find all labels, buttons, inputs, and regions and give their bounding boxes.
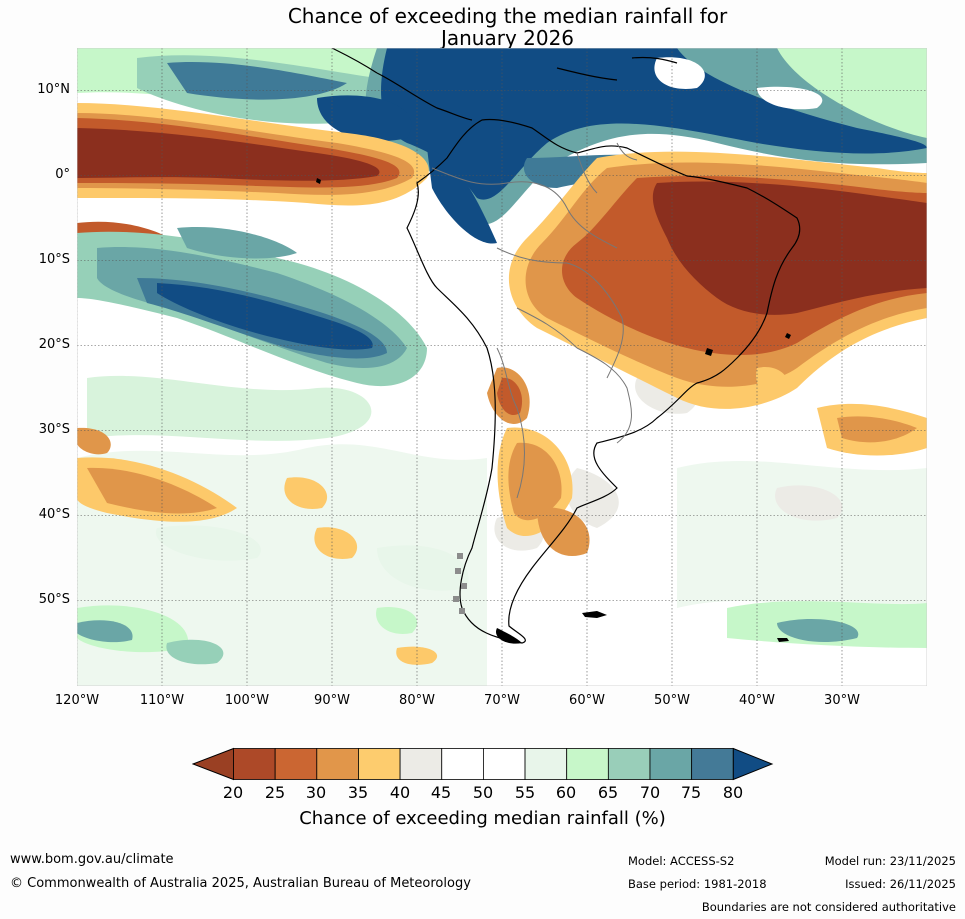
colorbar-tick: 80 [722, 783, 744, 802]
lon-label: 80°W [399, 693, 435, 708]
lat-label: 0° [55, 167, 70, 182]
rainfall-map [77, 48, 927, 686]
lat-label: 30°S [38, 422, 70, 437]
colorbar-tick: 35 [347, 783, 369, 802]
colorbar-segment [691, 748, 734, 780]
colorbar-tick: 60 [555, 783, 577, 802]
lon-label: 40°W [739, 693, 775, 708]
lat-label: 10°S [38, 252, 70, 267]
lon-label: 50°W [654, 693, 690, 708]
colorbar-segment [607, 748, 651, 780]
lon-label: 100°W [224, 693, 270, 708]
website-link[interactable]: www.bom.gov.au/climate [10, 852, 174, 867]
lat-label: 40°S [38, 507, 70, 522]
colorbar-extend-high [732, 747, 774, 781]
colorbar-segment [399, 748, 443, 780]
coastline [331, 48, 801, 644]
colorbar-segment [274, 748, 318, 780]
lon-label: 110°W [139, 693, 185, 708]
map-title-line2: January 2026 [440, 26, 575, 50]
colorbar-tick: 70 [639, 783, 661, 802]
colorbar-tick: 55 [514, 783, 536, 802]
masked-region [453, 553, 467, 614]
colorbar-tick: 30 [305, 783, 327, 802]
map-gridlines [77, 48, 927, 686]
lat-label: 20°S [38, 337, 70, 352]
colorbar-segment [233, 748, 276, 780]
colorbar-segment [482, 748, 526, 780]
map-title-line1: Chance of exceeding the median rainfall … [287, 4, 728, 28]
colorbar-segment [316, 748, 359, 780]
colorbar-tick: 40 [389, 783, 411, 802]
wet-anomaly-north [77, 48, 927, 244]
model-run-date: Model run: 23/11/2025 [824, 854, 956, 868]
colorbar-segment [524, 748, 568, 780]
lat-label: 50°S [38, 592, 70, 607]
copyright-text: © Commonwealth of Australia 2025, Austra… [10, 876, 471, 891]
colorbar-segment [441, 748, 484, 780]
lon-label: 30°W [824, 693, 860, 708]
country-borders [431, 142, 638, 499]
colorbar-label: Chance of exceeding median rainfall (%) [299, 808, 666, 829]
neutral-shading [77, 375, 927, 686]
wet-anomaly-southeast-pacific [77, 227, 427, 387]
colorbar-extend-low [192, 747, 234, 781]
colorbar-tick: 50 [472, 783, 494, 802]
lon-label: 90°W [314, 693, 350, 708]
base-period: Base period: 1981-2018 [628, 877, 767, 891]
colorbar-tick: 45 [430, 783, 452, 802]
colorbar [192, 747, 774, 781]
lon-label: 120°W [54, 693, 100, 708]
boundary-disclaimer: Boundaries are not considered authoritat… [701, 900, 956, 914]
colorbar-tick: 75 [680, 783, 702, 802]
model-name: Model: ACCESS-S2 [628, 854, 735, 868]
lon-label: 70°W [484, 693, 520, 708]
dry-anomaly-brazil-atlantic [77, 151, 927, 665]
colorbar-segment [566, 748, 609, 780]
colorbar-tick: 65 [597, 783, 619, 802]
lon-label: 60°W [569, 693, 605, 708]
issued-date: Issued: 26/11/2025 [845, 877, 956, 891]
lat-label: 10°N [37, 82, 70, 97]
colorbar-tick: 20 [222, 783, 244, 802]
colorbar-tick: 25 [264, 783, 286, 802]
colorbar-segment [649, 748, 693, 780]
colorbar-segment [358, 748, 401, 780]
islands [316, 178, 791, 644]
